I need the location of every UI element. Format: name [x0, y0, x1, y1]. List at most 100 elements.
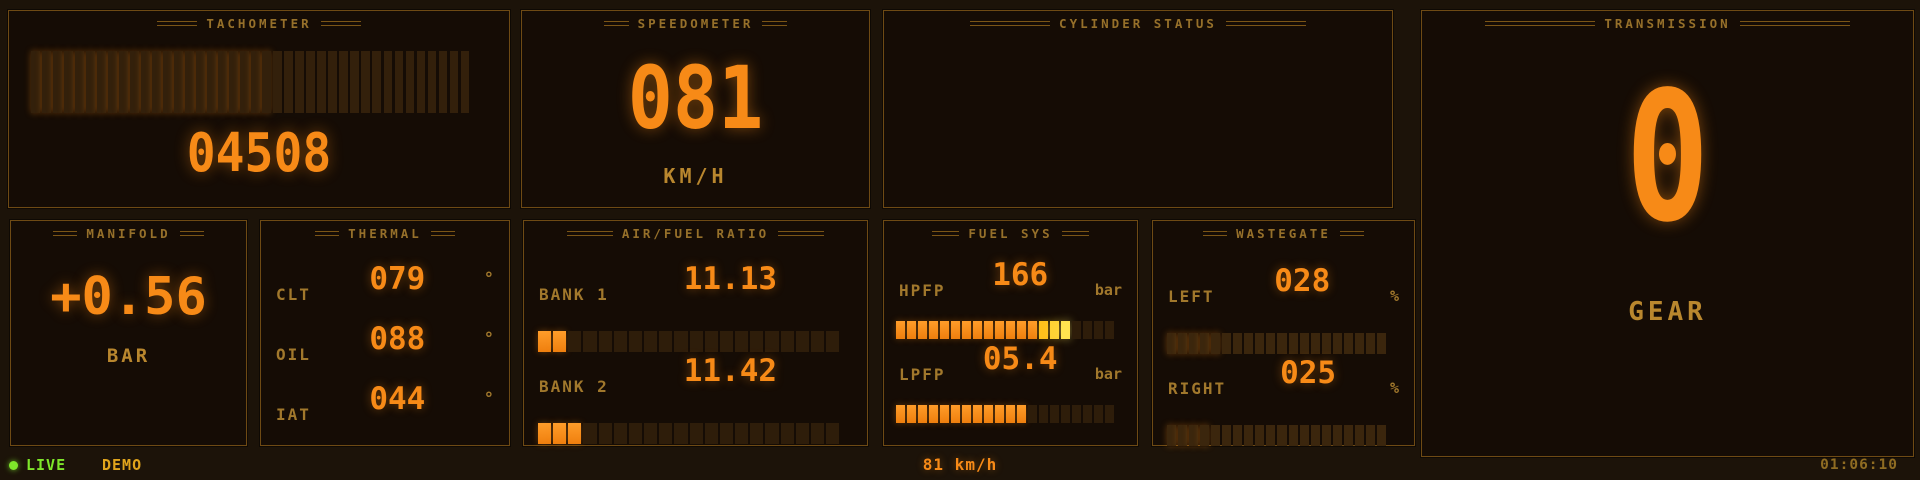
gauge-segment [1006, 321, 1015, 339]
gauge-segment [929, 321, 938, 339]
title-rule-left [566, 231, 613, 236]
gauge-segment [951, 321, 960, 339]
gauge-segment [896, 321, 905, 339]
fuel-lpfp-line: LPFP 05.4 bar [884, 341, 1137, 385]
gauge-segment [1255, 425, 1265, 446]
iat-label: IAT [276, 405, 311, 424]
thermal-row-iat: IAT 044 ° [261, 369, 509, 425]
title-rule-left [1485, 21, 1596, 26]
transmission-gear-value: 0 [1422, 69, 1913, 248]
gauge-segment [1039, 405, 1048, 423]
gauge-segment [1072, 321, 1081, 339]
gauge-segment [1061, 405, 1070, 423]
gauge-segment [825, 331, 840, 352]
gauge-segment [1006, 405, 1015, 423]
speedometer-title: SPEEDOMETER [522, 16, 869, 31]
gauge-segment [1310, 425, 1320, 446]
gauge-segment [1266, 333, 1276, 354]
hpfp-value: 166 [992, 257, 1049, 293]
gauge-segment [598, 331, 612, 352]
gauge-segment [918, 405, 927, 423]
title-rule-right [1339, 231, 1364, 236]
gauge-segment [350, 51, 359, 113]
gauge-segment [1211, 333, 1221, 354]
gauge-segment [1332, 425, 1342, 446]
gauge-segment [141, 51, 150, 113]
wastegate-right-line: RIGHT 025 % [1153, 358, 1414, 399]
gauge-segment [538, 331, 552, 352]
gauge-segment [765, 423, 779, 444]
manifold-title-text: MANIFOLD [86, 226, 171, 241]
gauge-segment [973, 321, 982, 339]
gauge-segment [750, 423, 764, 444]
gauge-segment [674, 423, 688, 444]
gauge-segment [1222, 333, 1232, 354]
thermal-row-clt: CLT 079 ° [261, 249, 509, 305]
speedometer-value: 081 [522, 55, 869, 141]
tachometer-title-text: TACHOMETER [206, 16, 312, 31]
gauge-segment [598, 423, 612, 444]
gauge-segment [317, 51, 326, 113]
gauge-segment [995, 321, 1004, 339]
gauge-segment [719, 423, 734, 444]
tachometer-title: TACHOMETER [9, 16, 509, 31]
gauge-segment [185, 51, 194, 113]
gauge-segment [735, 423, 749, 444]
wastegate-left-line: LEFT 028 % [1153, 266, 1414, 307]
gauge-segment [1083, 405, 1092, 423]
hpfp-unit: bar [1094, 281, 1122, 299]
iat-value: 044 [369, 381, 426, 417]
gauge-segment [1017, 321, 1026, 339]
clt-degree-unit: ° [483, 269, 494, 289]
wastegate-right-row: RIGHT 025 % [1153, 358, 1414, 446]
panel-cylinder-status: CYLINDER STATUS [883, 10, 1393, 208]
gauge-segment [1288, 425, 1298, 446]
gauge-segment [1211, 425, 1221, 446]
gauge-segment [1277, 425, 1287, 446]
gauge-segment [568, 331, 582, 352]
gauge-segment [962, 405, 971, 423]
manifold-title: MANIFOLD [11, 226, 246, 241]
panel-manifold: MANIFOLD +0.56 BAR [10, 220, 247, 446]
panel-fuel-sys: FUEL SYS HPFP 166 bar LPFP 05.4 bar [883, 220, 1138, 446]
gauge-segment [427, 51, 437, 113]
gauge-segment [383, 51, 393, 113]
gauge-segment [795, 331, 809, 352]
title-rule-left [603, 21, 629, 26]
gauge-segment [284, 51, 293, 113]
gauge-segment [553, 331, 567, 352]
title-rule-left [157, 21, 198, 26]
gauge-segment [1365, 425, 1375, 446]
panel-transmission: TRANSMISSION 0 GEAR [1421, 10, 1914, 457]
title-rule-right [320, 21, 361, 26]
gauge-segment [394, 51, 404, 113]
gauge-segment [416, 51, 426, 113]
gauge-segment [75, 51, 84, 113]
title-rule-right [1061, 231, 1089, 236]
tachometer-value: 04508 [9, 126, 509, 180]
gauge-segment [262, 51, 271, 113]
lpfp-value: 05.4 [982, 341, 1058, 377]
gear-readout: 0 [1625, 54, 1710, 263]
title-rule-left [53, 231, 78, 236]
gauge-segment [1354, 425, 1364, 446]
gauge-segment [42, 51, 51, 113]
fuel-hpfp-line: HPFP 166 bar [884, 257, 1137, 301]
gauge-segment [1105, 405, 1114, 423]
gauge-segment [306, 51, 315, 113]
fuel-sys-title-text: FUEL SYS [968, 226, 1053, 241]
gauge-segment [613, 331, 627, 352]
gauge-segment [1094, 321, 1103, 339]
gauge-segment [53, 51, 62, 113]
title-rule-right [1225, 21, 1306, 26]
title-rule-left [932, 231, 960, 236]
bank1-bar-gauge [538, 331, 840, 352]
gauge-segment [1200, 425, 1210, 446]
speed-readout: 081 [627, 47, 764, 149]
gauge-segment [568, 423, 582, 444]
gauge-segment [1332, 333, 1342, 354]
manifold-unit: BAR [106, 345, 151, 367]
gauge-segment [1083, 321, 1092, 339]
gauge-segment [1028, 405, 1037, 423]
fuel-sys-title: FUEL SYS [884, 226, 1137, 241]
